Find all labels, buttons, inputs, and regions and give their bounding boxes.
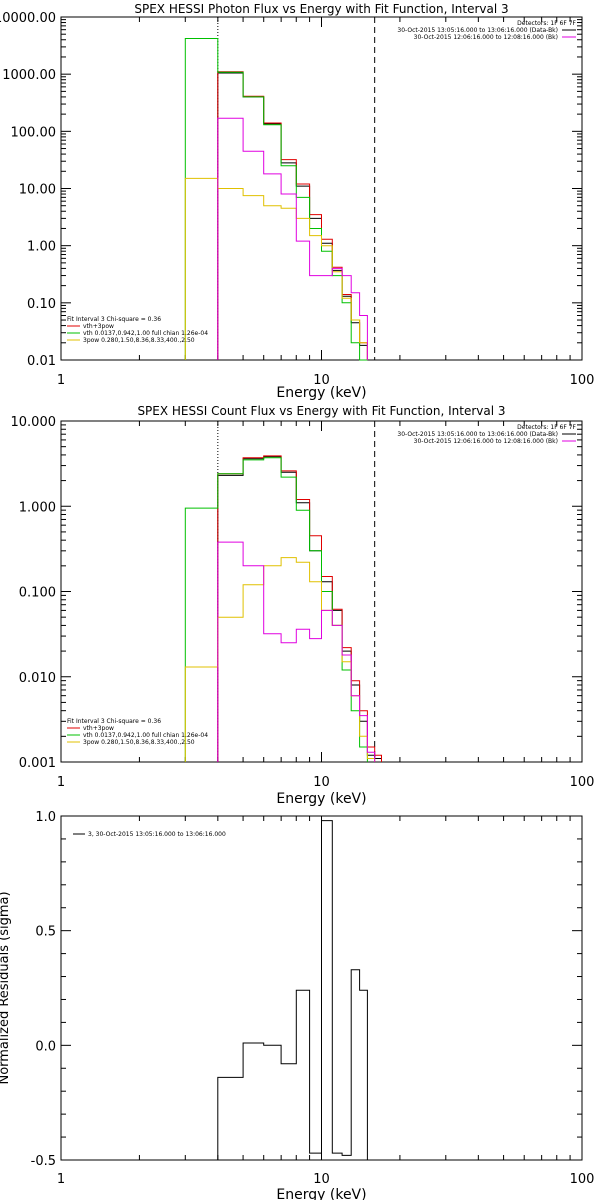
chart-panel-2: SPEX HESSI Count Flux vs Energy with Fit…: [11, 404, 595, 807]
legend-entry: Fit Interval 3 Chi-square = 0.36: [67, 718, 161, 725]
legend-entry: 3pow 0.280,1.50,8.36,8.33,400.,2.50: [83, 739, 195, 746]
y-tick-label: 10.00: [19, 183, 56, 198]
x-tick-label: 1: [57, 373, 65, 388]
x-tick-label: 10: [313, 373, 330, 388]
legend-entry: vth 0.0137,0.942,1.00 full chian 1.26e-0…: [83, 330, 208, 337]
legend-entry: 3pow 0.280,1.50,8.36,8.33,400.,2.50: [83, 337, 195, 344]
series-line-data: [217, 456, 382, 762]
series-line-vth+3pow: [217, 455, 382, 762]
x-tick-label: 100: [570, 1172, 595, 1187]
y-tick-label: -0.5: [31, 1154, 56, 1169]
legend-entry: 3, 30-Oct-2015 13:05:16.000 to 13:06:16.…: [88, 831, 226, 838]
y-tick-label: 1.00: [27, 240, 56, 255]
y-axis-label: Normalized Residuals (sigma): [0, 891, 12, 1084]
y-tick-label: 0.010: [19, 671, 56, 686]
x-axis-label: Energy (keV): [276, 385, 366, 401]
x-tick-label: 100: [570, 373, 595, 388]
series-line-vth: [184, 38, 368, 361]
legend-entry: Detectors: 1F 6F 7F: [517, 424, 576, 431]
series-line-3pow: [184, 557, 376, 762]
legend-entry: 30-Oct-2015 12:06:16.000 to 12:08:16.000…: [414, 34, 558, 41]
y-tick-label: 1000.00: [2, 68, 56, 83]
x-tick-label: 10: [313, 1172, 330, 1187]
y-tick-label: 0.001: [19, 756, 56, 771]
legend-entry: vth+3pow: [83, 323, 114, 330]
series-line-data: [217, 72, 368, 360]
legend-entry: Detectors: 1F 6F 7F: [517, 20, 576, 27]
y-tick-label: 0.100: [19, 586, 56, 601]
legend-entry: Fit Interval 3 Chi-square = 0.36: [67, 316, 161, 323]
y-tick-label: 0.5: [35, 925, 56, 940]
y-tick-label: 0.0: [35, 1039, 56, 1054]
legend-entry: 30-Oct-2015 13:05:16.000 to 13:06:16.000…: [397, 431, 558, 438]
y-tick-label: 1.000: [19, 500, 56, 515]
y-tick-label: 10000.00: [0, 11, 56, 26]
x-tick-label: 1: [57, 775, 65, 790]
series-line-vth+3pow: [217, 71, 368, 360]
series-line-bk: [217, 117, 368, 360]
series-line-vth: [184, 457, 368, 762]
x-tick-label: 1: [57, 1172, 65, 1187]
x-tick-label: 100: [570, 775, 595, 790]
x-tick-label: 10: [313, 775, 330, 790]
series-line-3pow: [184, 177, 368, 360]
y-tick-label: 10.000: [11, 415, 57, 430]
y-tick-label: 100.00: [11, 125, 57, 140]
x-axis-label: Energy (keV): [276, 791, 366, 807]
chart-title: SPEX HESSI Count Flux vs Energy with Fit…: [137, 404, 505, 418]
y-tick-label: 0.01: [27, 354, 56, 369]
series-line-residuals: [217, 820, 368, 1160]
y-tick-label: 0.10: [27, 297, 56, 312]
chart-title: SPEX HESSI Photon Flux vs Energy with Fi…: [134, 2, 508, 16]
legend-entry: vth+3pow: [83, 725, 114, 732]
legend-entry: vth 0.0137,0.942,1.00 full chian 1.26e-0…: [83, 732, 208, 739]
plot-frame: [60, 16, 583, 361]
chart-panel-3: 1 10 100 -0.5 0.0 0.5 1.0 Energy (keV) Normalize…: [0, 810, 595, 1203]
chart-panel-1: SPEX HESSI Photon Flux vs Energy with Fi…: [0, 2, 594, 401]
legend-entry: 30-Oct-2015 13:05:16.000 to 13:06:16.000…: [397, 27, 558, 34]
x-axis-label: Energy (keV): [276, 1187, 366, 1200]
y-tick-label: 1.0: [35, 810, 56, 825]
legend-entry: 30-Oct-2015 12:06:16.000 to 12:08:16.000…: [414, 438, 558, 445]
series-line-bk: [217, 541, 376, 762]
